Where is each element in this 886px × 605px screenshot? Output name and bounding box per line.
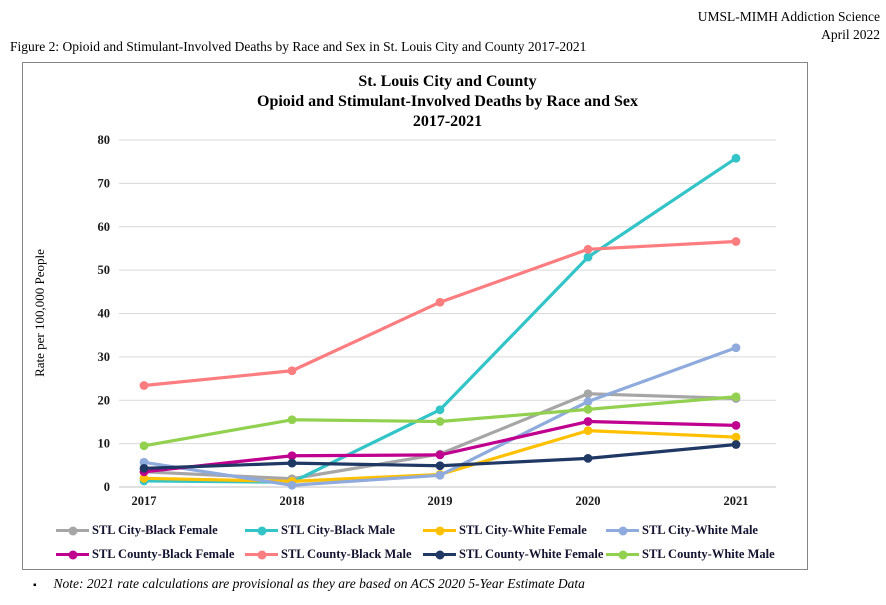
data-point-STL County-Black Female-2019: [435, 450, 445, 460]
figure-caption: Figure 2: Opioid and Stimulant-Involved …: [10, 39, 587, 54]
legend-marker-icon: [56, 526, 89, 535]
legend-dot-icon: [435, 550, 444, 559]
data-point-STL City-Black Female-2020: [583, 389, 593, 399]
y-tick-label-30: 30: [98, 350, 111, 364]
legend-dot-icon: [68, 526, 77, 535]
y-tick-label-80: 80: [98, 133, 111, 147]
data-point-STL City-White Male-2017: [139, 457, 149, 467]
data-point-STL County-White Male-2019: [435, 417, 445, 426]
chart-title-line1: St. Louis City and County: [358, 73, 537, 90]
data-point-STL City-White Male-2021: [731, 343, 741, 353]
data-point-STL County-Black Male-2019: [435, 297, 445, 307]
legend-marker-icon: [245, 550, 278, 559]
x-tick-label-2019: 2019: [428, 494, 453, 508]
data-point-STL County-White Female-2021: [731, 440, 741, 449]
y-tick-label-20: 20: [98, 393, 111, 407]
legend-item-STL County-White Male: STL County-White Male: [606, 547, 776, 562]
legend-label: STL County-Black Male: [281, 547, 412, 561]
legend-dot-icon: [435, 526, 444, 535]
data-point-STL County-Black Male-2020: [583, 244, 593, 254]
legend-dot-icon: [257, 526, 266, 535]
data-point-STL City-White Male-2018: [287, 480, 297, 490]
chart-title: St. Louis City and County Opioid and Sti…: [119, 72, 776, 132]
y-tick-label-40: 40: [98, 307, 111, 321]
legend-label: STL County-Black Female: [92, 547, 235, 561]
y-tick-label-60: 60: [98, 220, 111, 234]
data-point-STL County-White Female-2017: [139, 463, 149, 473]
y-tick-label-50: 50: [98, 263, 111, 277]
y-tick-label-10: 10: [98, 437, 111, 451]
legend-marker-icon: [606, 526, 639, 535]
legend-item-STL City-White Male: STL City-White Male: [606, 523, 776, 538]
legend-label: STL County-White Female: [459, 547, 604, 561]
square-bullet-icon: ▪: [33, 580, 37, 591]
document-header: UMSL-MIMH Addiction Science April 2022: [698, 8, 880, 44]
data-point-STL County-White Male-2018: [287, 415, 297, 425]
data-point-STL County-White Female-2019: [435, 461, 445, 471]
data-point-STL County-White Male-2017: [139, 441, 149, 451]
chart-container: St. Louis City and County Opioid and Sti…: [22, 62, 808, 570]
data-point-STL City-Black Male-2021: [731, 153, 741, 163]
x-tick-label-2020: 2020: [576, 494, 601, 508]
legend-dot-icon: [618, 526, 627, 535]
legend-item-STL County-White Female: STL County-White Female: [423, 547, 606, 562]
data-point-STL County-Black Male-2018: [287, 366, 297, 376]
data-point-STL County-Black Male-2017: [139, 381, 149, 390]
data-point-STL County-White Female-2020: [583, 453, 593, 463]
legend-label: STL City-Black Male: [281, 523, 395, 537]
legend-dot-icon: [618, 550, 627, 559]
chart-legend: STL City-Black Female STL City-Black Male…: [56, 523, 782, 562]
x-tick-label-2017: 2017: [132, 494, 157, 508]
data-point-STL County-Black Female-2021: [731, 421, 741, 430]
data-point-STL City-White Male-2020: [583, 397, 593, 406]
data-point-STL County-Black Female-2018: [287, 451, 297, 461]
chart-title-line3: 2017-2021: [412, 113, 483, 130]
legend-marker-icon: [56, 550, 89, 559]
legend-item-STL City-Black Male: STL City-Black Male: [245, 523, 423, 538]
x-tick-label-2021: 2021: [724, 494, 749, 508]
y-tick-label-70: 70: [98, 176, 111, 190]
org-name: UMSL-MIMH Addiction Science: [697, 9, 880, 24]
footnote: ▪ Note: 2021 rate calculations are provi…: [33, 576, 585, 592]
legend-item-STL City-White Female: STL City-White Female: [423, 523, 606, 538]
legend-label: STL City-White Male: [642, 523, 758, 537]
legend-marker-icon: [245, 526, 278, 535]
data-point-STL County-White Female-2018: [287, 458, 297, 468]
chart-plot-area: 0 10 20 30 40 50 60 70 80 2017 2018 2019 2020 2021: [98, 133, 776, 508]
document-date: April 2022: [821, 26, 880, 42]
data-point-STL County-White Male-2020: [583, 404, 593, 414]
data-point-STL County-Black Female-2020: [583, 417, 593, 426]
data-point-STL City-White Male-2019: [435, 470, 445, 480]
data-point-STL County-Black Male-2021: [731, 237, 741, 246]
data-point-STL County-White Male-2021: [731, 392, 741, 402]
data-point-STL City-White Female-2017: [139, 473, 149, 483]
legend-marker-icon: [423, 550, 456, 559]
legend-label: STL City-White Female: [459, 523, 587, 537]
legend-item-STL County-Black Male: STL County-Black Male: [245, 547, 423, 562]
footnote-text: Note: 2021 rate calculations are provisi…: [53, 576, 585, 591]
legend-marker-icon: [606, 550, 639, 559]
legend-dot-icon: [68, 550, 77, 559]
x-tick-label-2018: 2018: [280, 494, 305, 508]
data-point-STL City-Black Male-2020: [583, 252, 593, 262]
data-point-STL City-White Female-2021: [731, 432, 741, 442]
legend-label: STL County-White Male: [642, 547, 775, 561]
data-point-STL City-White Female-2020: [583, 426, 593, 436]
legend-label: STL City-Black Female: [92, 523, 218, 537]
legend-item-STL County-Black Female: STL County-Black Female: [56, 547, 245, 562]
legend-marker-icon: [423, 526, 456, 535]
legend-item-STL City-Black Female: STL City-Black Female: [56, 523, 245, 538]
chart-title-line2: Opioid and Stimulant-Involved Deaths by …: [257, 93, 638, 110]
y-tick-label-0: 0: [104, 480, 110, 494]
legend-dot-icon: [257, 550, 266, 559]
data-point-STL City-Black Male-2019: [435, 405, 445, 415]
